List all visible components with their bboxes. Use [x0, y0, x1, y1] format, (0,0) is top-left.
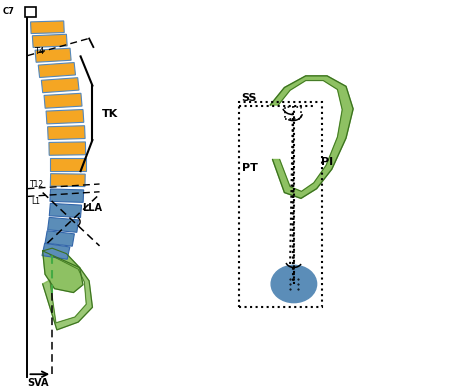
Text: SS: SS — [242, 93, 257, 103]
FancyBboxPatch shape — [42, 244, 70, 259]
FancyBboxPatch shape — [35, 48, 71, 62]
FancyBboxPatch shape — [41, 78, 79, 93]
Text: C7: C7 — [2, 7, 14, 16]
FancyBboxPatch shape — [49, 203, 82, 217]
Text: PI: PI — [321, 157, 334, 167]
FancyBboxPatch shape — [49, 142, 86, 155]
Text: PT: PT — [242, 163, 257, 173]
Text: LLA: LLA — [82, 203, 102, 213]
FancyBboxPatch shape — [50, 158, 85, 171]
FancyBboxPatch shape — [50, 173, 85, 187]
Text: TK: TK — [102, 109, 118, 119]
Circle shape — [271, 265, 317, 303]
Text: SVA: SVA — [27, 378, 49, 388]
FancyBboxPatch shape — [50, 189, 84, 202]
FancyBboxPatch shape — [30, 21, 64, 33]
FancyBboxPatch shape — [44, 93, 82, 108]
Text: T4: T4 — [34, 47, 45, 56]
FancyBboxPatch shape — [46, 109, 84, 124]
Polygon shape — [43, 248, 83, 293]
FancyBboxPatch shape — [38, 63, 75, 77]
Polygon shape — [270, 76, 353, 198]
FancyBboxPatch shape — [25, 7, 36, 17]
FancyBboxPatch shape — [32, 34, 67, 47]
FancyBboxPatch shape — [47, 126, 85, 140]
Text: T12: T12 — [30, 180, 44, 189]
Text: L1: L1 — [31, 197, 40, 206]
Polygon shape — [43, 251, 92, 330]
FancyBboxPatch shape — [45, 231, 74, 246]
FancyBboxPatch shape — [47, 217, 79, 232]
